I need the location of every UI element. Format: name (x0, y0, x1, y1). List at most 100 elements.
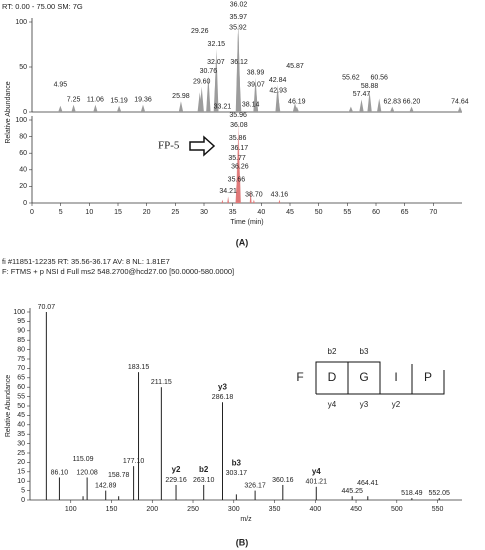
residue: F (296, 370, 303, 384)
y-bracket (315, 362, 445, 395)
y-tick-label: 5 (21, 487, 25, 494)
peak (71, 104, 76, 112)
peak (116, 105, 122, 112)
y-tick-label: 30 (17, 440, 25, 447)
y-tick-label: 0 (21, 497, 25, 504)
peak-label: 29.26 (191, 28, 209, 35)
peak-label: 33.21 (214, 104, 232, 111)
x-tick-label: 5 (59, 209, 63, 216)
peak-label: 35.86 (229, 135, 247, 142)
residue: P (424, 370, 432, 384)
peak-label: 401.21 (306, 479, 328, 486)
peak (178, 101, 184, 112)
x-tick-label: 55 (343, 209, 351, 216)
peak-label: 36.17 (231, 145, 249, 152)
peak-label: 445.25 (341, 488, 363, 495)
peak-label: 263.10 (193, 477, 215, 484)
x-tick-label: 300 (228, 506, 240, 513)
y-tick-label: 60 (19, 150, 27, 157)
y-tick-label: 80 (17, 346, 25, 353)
x-tick-label: 40 (257, 209, 265, 216)
y-tick-label: 80 (19, 133, 27, 140)
peak (221, 199, 224, 203)
peak-label: 29.60 (193, 79, 211, 86)
peak (253, 89, 259, 112)
y-tick-label: 15 (17, 469, 25, 476)
peak-label: 60.56 (370, 74, 388, 81)
x-tick-label: 550 (432, 506, 444, 513)
x-tick-label: 60 (372, 209, 380, 216)
peak-label: 183.15 (128, 364, 150, 371)
peak-label: 35.66 (228, 177, 246, 184)
residue: I (394, 370, 397, 384)
peak (213, 67, 219, 112)
y-tick-label: 65 (17, 375, 25, 382)
peak-label: 35.97 (229, 14, 247, 21)
peak-label: 115.09 (73, 456, 94, 463)
y-ion: y2 (392, 400, 401, 409)
peak (457, 106, 463, 112)
peak-label: 42.84 (269, 77, 287, 84)
b-ion: b3 (360, 347, 369, 356)
peak (58, 105, 63, 112)
y-tick-label: 85 (17, 337, 25, 344)
peak-label: 32.15 (208, 41, 226, 48)
chart-title: RT: 0.00 - 75.00 SM: 7G (2, 2, 83, 11)
peak (93, 104, 98, 112)
y-tick-label: 50 (17, 403, 25, 410)
peak (390, 106, 395, 112)
peak (252, 199, 255, 203)
ion-label: y4 (312, 467, 321, 476)
peak-label: 142.89 (95, 482, 117, 489)
ion-label: b2 (199, 465, 209, 474)
peak-label: 39.07 (247, 81, 265, 88)
peak-label: 36.08 (230, 122, 248, 129)
peak-label: 211.15 (151, 379, 172, 386)
peak (227, 196, 230, 203)
peak-label: 46.19 (288, 98, 306, 105)
y-tick-label: 60 (17, 384, 25, 391)
y-tick-label: 50 (19, 64, 27, 71)
y-tick-label: 95 (17, 318, 25, 325)
peak (235, 184, 238, 203)
y-tick-label: 35 (17, 431, 25, 438)
peak-label: 66.20 (403, 98, 421, 105)
peak-label: 34.21 (219, 188, 237, 195)
peak-label: 38.14 (242, 102, 260, 109)
peak-label: 30.76 (200, 68, 218, 75)
peak (409, 106, 414, 112)
peak-label: 36.02 (230, 2, 248, 9)
peak-label: 36.12 (230, 59, 248, 66)
x-tick-label: 70 (429, 209, 437, 216)
chart-subtitle: F: FTMS + p NSI d Full ms2 548.2700@hcd2… (2, 267, 234, 276)
peak-label: 32.07 (207, 59, 225, 66)
y-tick-label: 70 (17, 365, 25, 372)
panel-label: (B) (236, 537, 249, 547)
peak-label: 303.17 (226, 470, 248, 477)
peak-label: 36.26 (231, 163, 249, 170)
peak-label: 326.17 (244, 482, 266, 489)
x-tick-label: 350 (269, 506, 281, 513)
y-tick-label: 10 (17, 478, 25, 485)
peak-label: 35.96 (229, 112, 247, 119)
peak (140, 104, 146, 112)
x-tick-label: 65 (401, 209, 409, 216)
x-tick-label: 10 (85, 209, 93, 216)
x-tick-label: 200 (146, 506, 158, 513)
x-tick-label: 25 (171, 209, 179, 216)
x-tick-label: 0 (30, 209, 34, 216)
y-tick-label: 40 (17, 422, 25, 429)
peak (294, 106, 300, 112)
peak-label: 62.83 (383, 98, 401, 105)
peak-label: 55.62 (342, 74, 360, 81)
peak-label: 7.25 (67, 97, 81, 104)
y-ion: y4 (328, 400, 337, 409)
ion-label: y2 (172, 465, 181, 474)
peak (197, 92, 202, 112)
peak-label: 74.64 (451, 98, 469, 105)
x-axis-label: m/z (240, 516, 252, 523)
peak-label: 58.88 (361, 83, 379, 90)
peak-label: 35.77 (228, 155, 246, 162)
y-tick-label: 25 (17, 450, 25, 457)
